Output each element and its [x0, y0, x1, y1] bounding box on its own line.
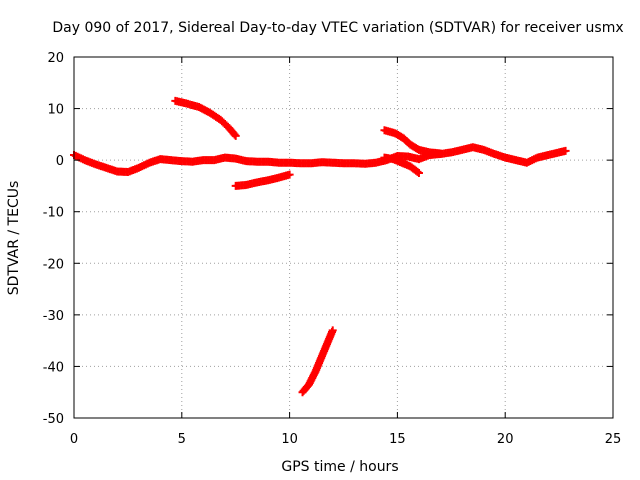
data-points: [70, 96, 570, 397]
data-point: [328, 326, 337, 335]
data-point: [413, 167, 422, 176]
series-arc-b: [231, 170, 294, 190]
y-tick-label: -50: [43, 412, 64, 427]
data-point: [230, 130, 239, 139]
y-tick-label: -30: [43, 309, 64, 324]
x-tick-label: 20: [497, 432, 514, 447]
x-tick-label: 25: [605, 432, 622, 447]
y-ticks: 20 10 0 -10 -20 -30 -40 -50: [43, 51, 613, 427]
data-point: [436, 149, 445, 158]
series-arc-e: [380, 153, 423, 178]
y-tick-label: 10: [47, 103, 64, 118]
x-tick-label: 10: [281, 432, 298, 447]
x-axis-label: GPS time / hours: [281, 459, 398, 475]
x-tick-label: 15: [389, 432, 406, 447]
y-tick-label: -10: [43, 206, 64, 221]
y-tick-label: -20: [43, 257, 64, 272]
series-arc-a: [171, 96, 240, 140]
series-arc-c: [298, 326, 337, 397]
y-tick-label: 20: [47, 51, 64, 66]
y-tick-label: -40: [43, 360, 64, 375]
plot-frame: [73, 56, 614, 419]
x-ticks: 0 5 10 15 20 25: [70, 57, 621, 447]
data-point: [231, 131, 240, 140]
data-point: [414, 169, 423, 178]
x-tick-label: 0: [70, 432, 78, 447]
y-tick-label: 0: [56, 154, 64, 169]
series-arc-d: [380, 126, 445, 158]
data-point: [285, 170, 294, 179]
chart-title: Day 090 of 2017, Sidereal Day-to-day VTE…: [52, 20, 623, 36]
x-tick-label: 5: [178, 432, 186, 447]
gridlines: [74, 57, 613, 418]
data-point: [561, 146, 570, 155]
y-axis-label: SDTVAR / TECUs: [6, 181, 22, 296]
series-main: [70, 143, 570, 177]
